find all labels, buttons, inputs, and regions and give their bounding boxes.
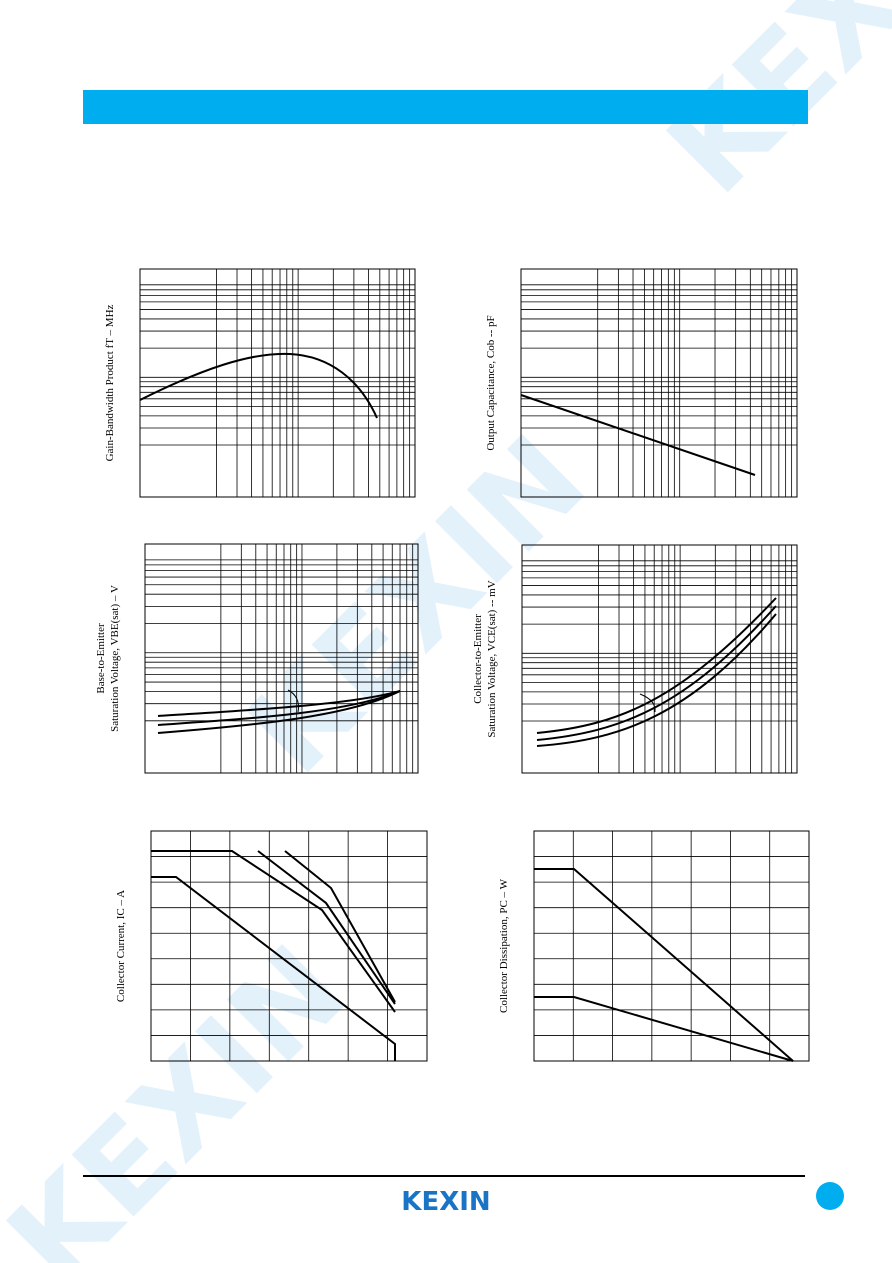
curve — [536, 613, 777, 747]
graph: Collector Current, IC – A — [115, 830, 428, 1062]
curve — [151, 850, 396, 1013]
y-axis-label: Output Capacitance, Cob -- pF — [485, 315, 497, 450]
y-axis-label: Collector Dissipation, PC – W — [498, 878, 510, 1013]
curves — [139, 352, 794, 1062]
watermark: KEXIN — [0, 920, 372, 1263]
curve — [157, 690, 401, 734]
header-bar — [83, 90, 808, 124]
curve — [151, 876, 396, 1061]
graph: Collector-to-Emitter Saturation Voltage, … — [472, 544, 798, 774]
plot-frame — [150, 830, 428, 1062]
graph: Gain-Bandwidth Product fT – MHz — [104, 268, 416, 498]
curve — [520, 394, 756, 476]
y-axis-label: Collector Current, IC – A — [115, 890, 127, 1002]
plot-frame — [533, 830, 810, 1062]
y-axis-label: Base-to-Emitter — [95, 623, 107, 694]
plot-frame — [144, 543, 419, 774]
curve — [257, 850, 396, 1005]
plot-frame — [521, 544, 798, 774]
graph: Output Capacitance, Cob -- pF — [485, 268, 798, 498]
curve — [139, 352, 378, 419]
y-axis-label: Saturation Voltage, VCE(sat) -- mV — [486, 580, 498, 737]
watermark: KEXIN — [222, 410, 612, 800]
y-axis-label: Saturation Voltage, VBE(sat) – V — [109, 585, 121, 732]
curve — [536, 605, 777, 741]
plot-frame — [139, 268, 416, 498]
arrow — [639, 693, 656, 713]
footer-logo: KEXIN — [401, 1187, 490, 1217]
graphs: Gain-Bandwidth Product fT – MHz Output Ca… — [95, 268, 810, 1062]
graph: Base-to-Emitter Saturation Voltage, VBE(s… — [95, 543, 419, 774]
page-dot — [816, 1182, 844, 1210]
y-axis-label: Collector-to-Emitter — [472, 614, 484, 704]
curve — [536, 597, 777, 734]
graph: Collector Dissipation, PC – W — [498, 830, 810, 1062]
curve — [534, 868, 794, 1062]
y-axis-label: Gain-Bandwidth Product fT – MHz — [104, 304, 116, 461]
curve — [157, 690, 401, 726]
curve — [284, 850, 396, 1003]
plot-frame — [520, 268, 798, 498]
arrow — [287, 689, 299, 713]
curve — [157, 690, 401, 717]
curve — [534, 996, 794, 1062]
